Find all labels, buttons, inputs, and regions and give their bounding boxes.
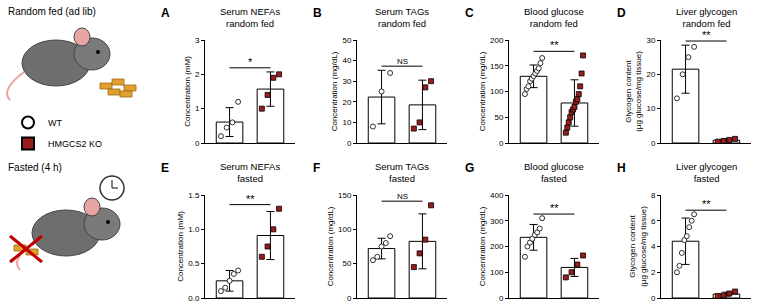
svg-text:Concentration (mg/dL): Concentration (mg/dL) xyxy=(330,51,339,131)
svg-text:150: 150 xyxy=(490,62,504,71)
svg-text:50: 50 xyxy=(342,259,351,268)
svg-text:Blood glucosefasted: Blood glucosefasted xyxy=(524,161,584,184)
svg-text:Liver glycogenrandom fed: Liver glycogenrandom fed xyxy=(676,6,737,29)
svg-text:**: ** xyxy=(702,29,711,41)
svg-text:1.0: 1.0 xyxy=(188,225,200,234)
svg-text:1: 1 xyxy=(195,104,200,113)
svg-text:10: 10 xyxy=(646,104,655,113)
svg-text:20: 20 xyxy=(646,70,655,79)
svg-text:Serum NEFAsrandom fed: Serum NEFAsrandom fed xyxy=(220,6,280,29)
svg-text:Fasted (4 h): Fasted (4 h) xyxy=(8,162,62,173)
svg-text:NS: NS xyxy=(397,57,408,66)
svg-text:Random fed (ad lib): Random fed (ad lib) xyxy=(8,6,96,17)
svg-text:30: 30 xyxy=(342,77,351,86)
svg-text:1.5: 1.5 xyxy=(188,191,200,200)
svg-text:100: 100 xyxy=(490,268,504,277)
svg-text:0: 0 xyxy=(347,139,352,148)
svg-text:Serum TAGsfasted: Serum TAGsfasted xyxy=(375,161,429,184)
svg-text:**: ** xyxy=(702,198,711,210)
svg-text:C: C xyxy=(465,6,474,20)
svg-text:Glycogen content(µg glucose/mg: Glycogen content(µg glucose/mg tissue) xyxy=(624,51,643,132)
svg-text:200: 200 xyxy=(490,36,504,45)
svg-text:300: 300 xyxy=(490,217,504,226)
svg-text:Serum NEFAsfasted: Serum NEFAsfasted xyxy=(220,161,280,184)
svg-text:2: 2 xyxy=(651,268,656,277)
svg-text:B: B xyxy=(313,6,322,20)
svg-text:Concentration (mg/dL): Concentration (mg/dL) xyxy=(478,51,487,131)
svg-text:Glycogen content(µg glucose/mg: Glycogen content(µg glucose/mg tissue) xyxy=(628,206,647,287)
svg-text:40: 40 xyxy=(342,56,351,65)
svg-text:Concentration (mM): Concentration (mM) xyxy=(176,211,185,282)
svg-text:3: 3 xyxy=(195,36,200,45)
svg-text:0.5: 0.5 xyxy=(188,259,200,268)
svg-text:HMGCS2 KO: HMGCS2 KO xyxy=(48,139,102,149)
svg-text:0: 0 xyxy=(195,139,200,148)
svg-text:100: 100 xyxy=(338,225,352,234)
svg-text:Blood glucoserandom fed: Blood glucoserandom fed xyxy=(524,6,584,29)
svg-text:G: G xyxy=(465,161,474,175)
svg-text:0: 0 xyxy=(347,294,352,303)
svg-text:Concentration (mg/dL): Concentration (mg/dL) xyxy=(326,206,335,286)
svg-text:50: 50 xyxy=(494,113,503,122)
svg-text:A: A xyxy=(161,6,170,20)
svg-text:0: 0 xyxy=(651,294,656,303)
svg-text:2: 2 xyxy=(195,70,200,79)
svg-text:0: 0 xyxy=(499,139,504,148)
svg-text:30: 30 xyxy=(646,36,655,45)
svg-text:10: 10 xyxy=(342,118,351,127)
svg-text:NS: NS xyxy=(397,192,408,201)
svg-text:150: 150 xyxy=(338,191,352,200)
svg-text:D: D xyxy=(617,6,626,20)
svg-text:0.0: 0.0 xyxy=(188,294,200,303)
svg-text:**: ** xyxy=(550,39,559,51)
svg-text:0: 0 xyxy=(651,139,656,148)
svg-text:6: 6 xyxy=(651,217,656,226)
svg-text:50: 50 xyxy=(342,36,351,45)
svg-text:400: 400 xyxy=(490,191,504,200)
svg-text:**: ** xyxy=(550,202,559,214)
svg-text:E: E xyxy=(161,161,169,175)
svg-text:0: 0 xyxy=(499,294,504,303)
svg-text:Liver glycogenfasted: Liver glycogenfasted xyxy=(676,161,737,184)
svg-text:Concentration (mM): Concentration (mM) xyxy=(183,56,192,127)
svg-text:**: ** xyxy=(246,193,255,205)
svg-text:100: 100 xyxy=(490,87,504,96)
svg-text:H: H xyxy=(617,161,626,175)
svg-text:Concentration (mg/dL): Concentration (mg/dL) xyxy=(478,206,487,286)
svg-text:4: 4 xyxy=(651,242,656,251)
svg-text:*: * xyxy=(248,56,253,68)
svg-text:200: 200 xyxy=(490,242,504,251)
svg-text:20: 20 xyxy=(342,98,351,107)
svg-text:Serum TAGsrandom fed: Serum TAGsrandom fed xyxy=(375,6,429,29)
svg-text:F: F xyxy=(313,161,320,175)
svg-text:8: 8 xyxy=(651,191,656,200)
svg-text:WT: WT xyxy=(48,118,62,128)
